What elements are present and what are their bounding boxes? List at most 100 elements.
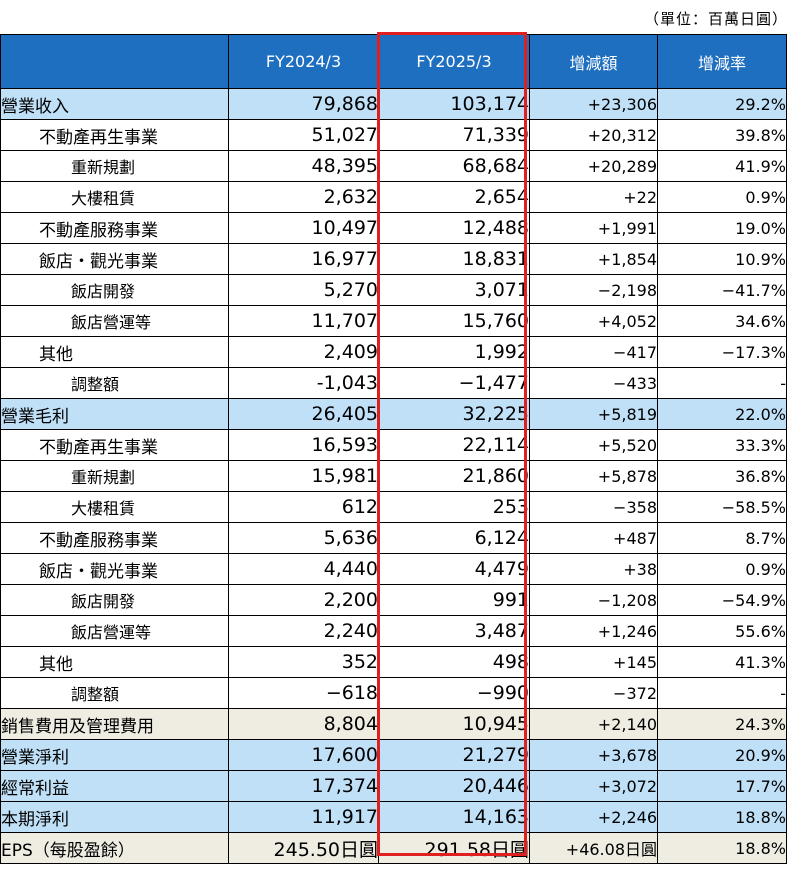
cell-fy2024: 4,440 [228, 553, 379, 585]
cell-diff: +46.08日圓 [529, 832, 658, 864]
row-label: 營業毛利 [0, 398, 229, 430]
row-label: 營業收入 [0, 88, 229, 120]
cell-diff: −372 [529, 677, 658, 709]
row-label: 重新規劃 [0, 460, 229, 492]
row-label: 不動產再生事業 [0, 119, 229, 151]
table-row: 飯店開發 2,200 991 −1,208 −54.9% [0, 584, 787, 616]
header-fy2024: FY2024/3 [228, 34, 379, 89]
table-row: 飯店・觀光事業 16,977 18,831 +1,854 10.9% [0, 243, 787, 275]
cell-diff: −1,208 [529, 584, 658, 616]
cell-diff: +1,854 [529, 243, 658, 275]
cell-diff: +2,140 [529, 708, 658, 740]
cell-fy2024: 15,981 [228, 460, 379, 492]
table-row: 經常利益 17,374 20,446 +3,072 17.7% [0, 770, 787, 802]
row-label: 飯店・觀光事業 [0, 243, 229, 275]
header-label-col [0, 34, 229, 89]
cell-fy2024: 26,405 [228, 398, 379, 430]
row-label: 飯店營運等 [0, 615, 229, 647]
cell-fy2024: 2,240 [228, 615, 379, 647]
row-label: 其他 [0, 646, 229, 678]
header-rate: 增減率 [657, 34, 787, 89]
row-label: 飯店營運等 [0, 305, 229, 337]
cell-rate: −54.9% [657, 584, 787, 616]
table-row: 營業毛利 26,405 32,225 +5,819 22.0% [0, 398, 787, 430]
cell-rate: 33.3% [657, 429, 787, 461]
cell-diff: +487 [529, 522, 658, 554]
cell-rate: 22.0% [657, 398, 787, 430]
table-row: 飯店・觀光事業 4,440 4,479 +38 0.9% [0, 553, 787, 585]
cell-fy2025: 21,860 [378, 460, 530, 492]
table-row: 調整額 -1,043 −1,477 −433- [0, 367, 787, 399]
cell-fy2025: −990 [378, 677, 530, 709]
table-row: 不動產再生事業 51,027 71,339 +20,312 39.8% [0, 119, 787, 151]
table-row: 其他 2,409 1,992 −417 −17.3% [0, 336, 787, 368]
table-row: 飯店營運等 2,240 3,487 +1,246 55.6% [0, 615, 787, 647]
cell-diff: +1,991 [529, 212, 658, 244]
cell-fy2025: 22,114 [378, 429, 530, 461]
row-label: 不動產服務事業 [0, 522, 229, 554]
table-row: 營業收入 79,868 103,174 +23,306 29.2% [0, 88, 787, 120]
table-row: 銷售費用及管理費用 8,804 10,945 +2,140 24.3% [0, 708, 787, 740]
cell-rate: 24.3% [657, 708, 787, 740]
row-label: 大樓租賃 [0, 491, 229, 523]
cell-fy2025: 103,174 [378, 88, 530, 120]
cell-diff: +5,878 [529, 460, 658, 492]
row-label: 飯店開發 [0, 584, 229, 616]
cell-rate: 41.9% [657, 150, 787, 182]
cell-diff: −433 [529, 367, 658, 399]
cell-rate: 17.7% [657, 770, 787, 802]
row-label: 經常利益 [0, 770, 229, 802]
cell-rate: 34.6% [657, 305, 787, 337]
cell-diff: −417 [529, 336, 658, 368]
financial-table: FY2024/3 FY2025/3 增減額 增減率 營業收入 79,868 103,… [0, 34, 787, 864]
row-label: 飯店・觀光事業 [0, 553, 229, 585]
cell-fy2025: −1,477 [378, 367, 530, 399]
cell-rate: 41.3% [657, 646, 787, 678]
table-row: 重新規劃 15,981 21,860 +5,878 36.8% [0, 460, 787, 492]
table-row: 不動產再生事業 16,593 22,114 +5,520 33.3% [0, 429, 787, 461]
cell-fy2024: −618 [228, 677, 379, 709]
cell-fy2025: 32,225 [378, 398, 530, 430]
cell-fy2024: 612 [228, 491, 379, 523]
cell-fy2024: 51,027 [228, 119, 379, 151]
table-row: 其他 352 498 +145 41.3% [0, 646, 787, 678]
table-row: EPS（每股盈餘） 245.50日圓 291.58日圓 +46.08日圓 18.8% [0, 832, 787, 864]
cell-fy2024: 2,200 [228, 584, 379, 616]
cell-fy2025: 12,488 [378, 212, 530, 244]
cell-fy2024: 2,632 [228, 181, 379, 213]
cell-diff: +38 [529, 553, 658, 585]
cell-fy2025: 3,071 [378, 274, 530, 306]
cell-rate: 55.6% [657, 615, 787, 647]
cell-rate: 18.8% [657, 801, 787, 833]
cell-fy2025: 6,124 [378, 522, 530, 554]
cell-rate: 19.0% [657, 212, 787, 244]
header-diff: 增減額 [529, 34, 658, 89]
cell-fy2024: -1,043 [228, 367, 379, 399]
table-row: 不動產服務事業 5,636 6,124 +487 8.7% [0, 522, 787, 554]
cell-fy2025: 291.58日圓 [378, 832, 530, 864]
cell-fy2025: 71,339 [378, 119, 530, 151]
cell-diff: −358 [529, 491, 658, 523]
cell-fy2025: 991 [378, 584, 530, 616]
row-label: 銷售費用及管理費用 [0, 708, 229, 740]
cell-rate: 0.9% [657, 181, 787, 213]
cell-fy2024: 16,977 [228, 243, 379, 275]
cell-diff: +22 [529, 181, 658, 213]
cell-rate: −17.3% [657, 336, 787, 368]
cell-rate: 18.8% [657, 832, 787, 864]
table-row: 大樓租賃 2,632 2,654 +22 0.9% [0, 181, 787, 213]
cell-fy2024: 10,497 [228, 212, 379, 244]
table-row: 營業淨利 17,600 21,279 +3,678 20.9% [0, 739, 787, 771]
row-label: 飯店開發 [0, 274, 229, 306]
cell-fy2024: 245.50日圓 [228, 832, 379, 864]
cell-fy2024: 17,374 [228, 770, 379, 802]
header-fy2025: FY2025/3 [378, 34, 530, 89]
cell-rate: −58.5% [657, 491, 787, 523]
cell-rate: 36.8% [657, 460, 787, 492]
cell-fy2025: 14,163 [378, 801, 530, 833]
table-body: 營業收入 79,868 103,174 +23,306 29.2% 不動產再生事業 51,0… [0, 88, 787, 864]
table-row: 大樓租賃 612 253 −358 −58.5% [0, 491, 787, 523]
cell-fy2024: 8,804 [228, 708, 379, 740]
cell-diff: +23,306 [529, 88, 658, 120]
table-row: 飯店開發 5,270 3,071 −2,198 −41.7% [0, 274, 787, 306]
